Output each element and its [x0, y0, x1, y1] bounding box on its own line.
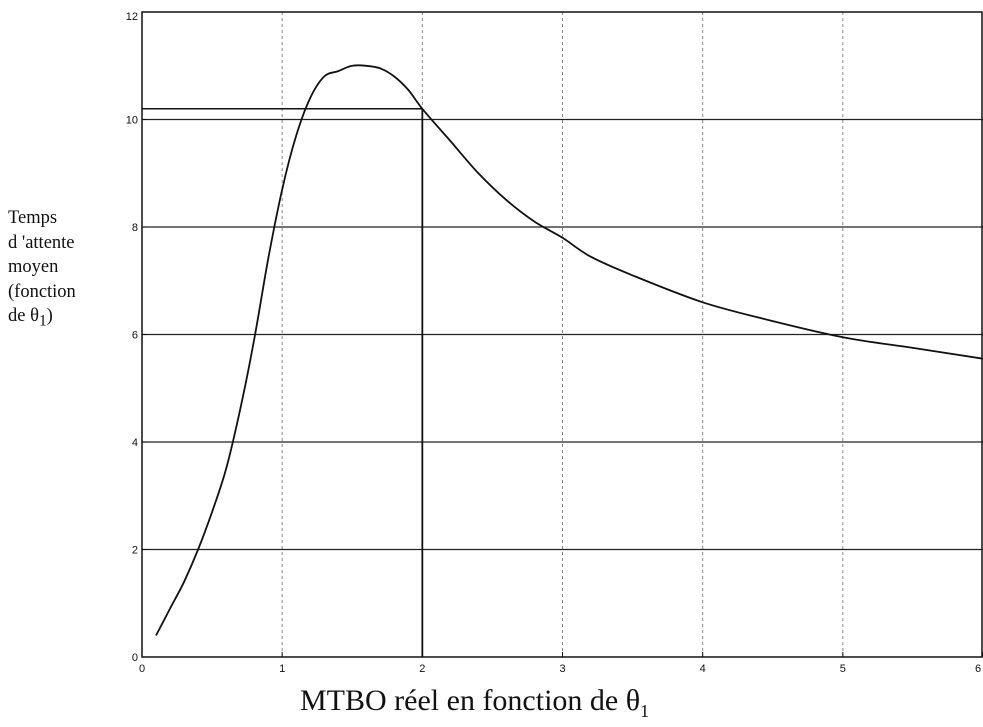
y-tick-label: 10: [126, 115, 138, 127]
y-axis-label-line-1: Temps: [8, 208, 58, 228]
x-tick-label: 5: [840, 663, 846, 675]
y-axis-label-line-5: de θ1): [8, 304, 148, 334]
y-tick-label: 6: [132, 330, 138, 342]
y-tick-label: 4: [132, 437, 138, 449]
y-axis-label-subscript: 1: [38, 312, 47, 330]
x-axis-label-subscript: 1: [640, 701, 650, 721]
y-tick-label: 2: [132, 545, 138, 557]
x-axis-label-text: MTBO réel en fonction de θ: [300, 684, 641, 717]
x-tick-label: 0: [139, 663, 145, 675]
y-axis-label-text: de θ: [8, 306, 39, 326]
x-tick-label: 6: [975, 663, 981, 675]
y-axis-label-line-4: (fonction: [8, 281, 76, 302]
series-line: [155, 64, 983, 636]
y-axis-label: Temps d 'attente moyen (fonction de θ1): [8, 206, 148, 334]
y-tick-label: 12: [126, 11, 138, 23]
x-tick-label: 1: [279, 663, 285, 675]
y-tick-label: 8: [132, 222, 138, 234]
x-tick-label: 4: [700, 663, 706, 675]
y-axis-label-close: ): [46, 306, 53, 326]
y-axis-label-line-3: moyen: [8, 257, 59, 277]
x-axis-label: MTBO réel en fonction de θ1: [300, 684, 800, 722]
x-tick-label: 2: [419, 663, 425, 675]
y-axis-label-line-2: d 'attente: [8, 232, 75, 253]
y-tick-label: 0: [132, 652, 138, 664]
x-tick-label: 3: [559, 663, 565, 675]
